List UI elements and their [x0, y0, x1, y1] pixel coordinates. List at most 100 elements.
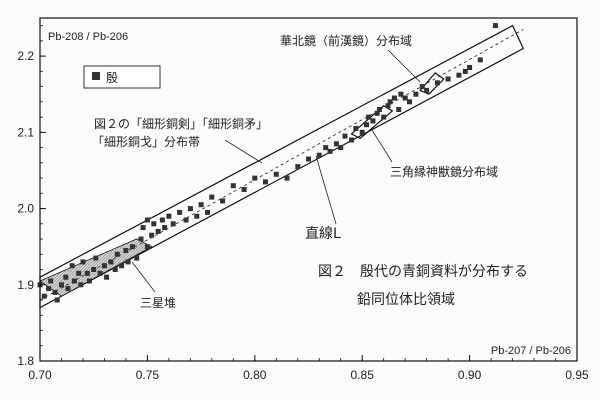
data-point [376, 107, 382, 112]
data-point [252, 175, 258, 181]
x-axis-label: Pb-207 / Pb-206 [491, 345, 571, 357]
data-point [59, 282, 64, 288]
data-point [198, 202, 204, 208]
x-tick-label: 0.70 [28, 368, 52, 382]
data-point [144, 217, 150, 223]
data-point [241, 187, 247, 192]
data-point [413, 91, 419, 97]
band-label-line-1: 図２の「細形銅剣」「細形銅矛」 [94, 117, 268, 131]
data-point [353, 126, 359, 131]
data-point [76, 270, 82, 276]
data-point [434, 80, 440, 86]
data-point [166, 213, 172, 219]
y-tick-label: 2.2 [17, 49, 34, 63]
x-tick-label: 0.75 [136, 368, 160, 382]
sankakubuchi-label: 三角縁神獣鏡分布域 [390, 164, 498, 179]
data-point [273, 171, 279, 177]
data-point [385, 103, 391, 109]
legend: 殷 [83, 65, 161, 89]
region-sankakubuchi-mirror [350, 104, 394, 140]
y-axis-label: Pb-208 / Pb-206 [48, 31, 128, 43]
data-point [445, 76, 451, 82]
data-point [391, 95, 397, 101]
data-point [295, 164, 301, 170]
data-point [78, 282, 84, 288]
legend-marker [92, 72, 100, 80]
data-point [306, 156, 311, 162]
data-point [84, 270, 90, 276]
caption-line-1: 図２ 殷代の青銅資料が分布する [318, 264, 528, 280]
x-tick-label: 0.90 [458, 368, 482, 382]
data-point [342, 133, 348, 139]
x-tick-label: 0.80 [243, 368, 267, 382]
y-axis: 1.8 1.9 2.0 2.1 2.2 [17, 25, 46, 368]
data-point [492, 23, 498, 29]
figure-caption: 図２ 殷代の青銅資料が分布する 鉛同位体比領域 [318, 264, 528, 308]
sanxingdui-label: 三星堆 [140, 296, 176, 310]
data-point [349, 137, 354, 143]
data-point [91, 267, 97, 272]
data-point [456, 72, 462, 78]
data-point [205, 209, 210, 215]
reference-line-l [39, 29, 524, 301]
data-point [477, 57, 483, 63]
caption-line-2: 鉛同位体比領域 [357, 291, 455, 308]
region-huabei-mirror [419, 72, 445, 95]
y-tick-label: 2.0 [17, 202, 34, 216]
data-point [108, 259, 114, 265]
data-point [338, 145, 344, 151]
band-leader [224, 139, 263, 164]
data-point [54, 297, 60, 303]
annotation-band: 図２の「細形銅剣」「細形銅矛」 「細形銅戈」分布帯 [92, 117, 268, 164]
huabei-label: 華北鏡（前漢鏡）分布域 [280, 33, 412, 48]
points-layer [37, 23, 498, 303]
reference-line-layer [39, 29, 524, 301]
data-point [123, 248, 129, 253]
band-label-line-2: 「細形銅戈」分布帯 [92, 135, 200, 149]
data-point [69, 263, 75, 269]
data-point [112, 267, 118, 272]
data-point [65, 286, 71, 292]
data-point [52, 289, 58, 295]
data-point [467, 65, 473, 70]
annotation-sanxingdui: 三星堆 [131, 261, 176, 310]
data-point [170, 221, 176, 227]
data-point [323, 145, 329, 151]
data-point [155, 228, 161, 234]
data-point [177, 209, 183, 215]
legend-label: 殷 [106, 71, 118, 85]
data-point [387, 99, 393, 105]
data-point [149, 232, 155, 238]
data-point [151, 221, 157, 227]
data-point [230, 183, 236, 189]
sanxingdui-leader [131, 261, 156, 293]
data-point [359, 129, 365, 135]
data-point [381, 114, 387, 120]
annotation-line-l: 直線L [305, 155, 341, 242]
plot-frame [39, 17, 578, 362]
data-point [396, 107, 402, 112]
data-point [370, 118, 376, 124]
data-point [194, 213, 200, 219]
huabei-leader [387, 49, 421, 83]
x-axis: 0.70 0.75 0.80 0.85 0.90 0.95 [28, 355, 589, 382]
data-point [63, 274, 69, 280]
data-point [316, 152, 322, 158]
data-point [209, 194, 215, 200]
data-point [80, 259, 86, 265]
data-point [144, 244, 150, 250]
data-point [162, 225, 168, 231]
x-tick-label: 0.85 [351, 368, 375, 382]
data-point [140, 225, 146, 231]
data-point [407, 99, 412, 105]
annotation-sankakubuchi: 三角縁神獣鏡分布域 [371, 129, 498, 179]
data-point [46, 286, 52, 292]
data-point [93, 255, 99, 261]
data-point [333, 141, 339, 147]
data-point [284, 175, 290, 181]
y-tick-label: 1.9 [17, 278, 34, 292]
data-point [41, 293, 47, 299]
data-point [424, 87, 430, 93]
